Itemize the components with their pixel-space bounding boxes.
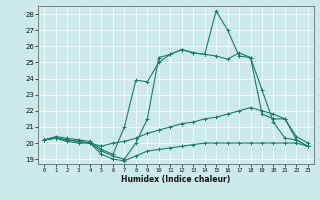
X-axis label: Humidex (Indice chaleur): Humidex (Indice chaleur) [121, 175, 231, 184]
